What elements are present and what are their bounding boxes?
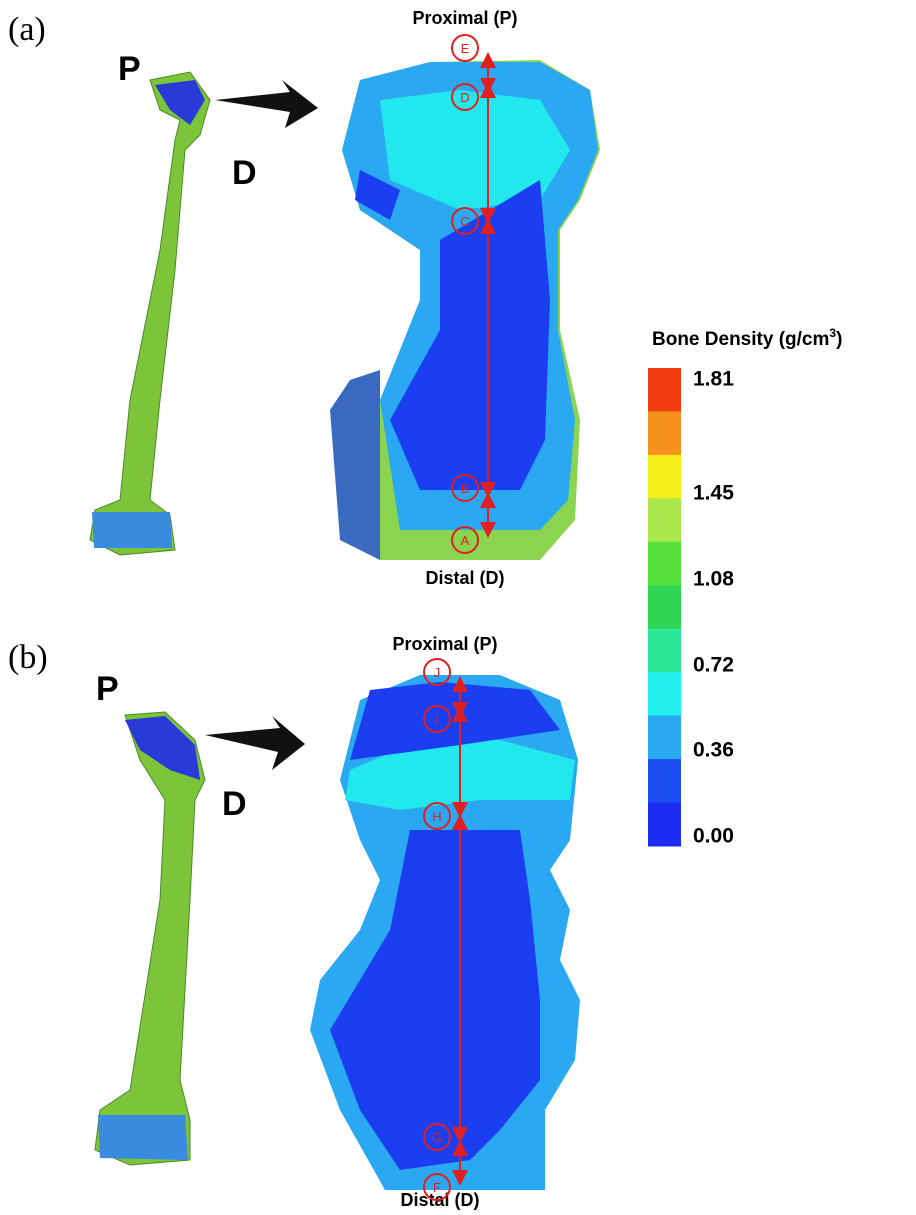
proximal-letter: P xyxy=(96,670,119,708)
colorbar-band xyxy=(648,629,681,673)
femur xyxy=(95,712,205,1165)
colorbar-tick-label: 1.08 xyxy=(693,568,734,591)
colorbar-tick-label: 0.72 xyxy=(693,654,734,677)
point-label: C xyxy=(460,214,469,229)
colorbar-tick-label: 0.36 xyxy=(693,739,734,762)
colorbar-tick-label: 0.00 xyxy=(693,825,734,848)
proximal-caption: Proximal (P) xyxy=(412,8,517,28)
proximal-letter: P xyxy=(118,50,141,88)
panel-label: (b) xyxy=(8,639,48,676)
point-label: I xyxy=(435,712,439,727)
colorbar-band xyxy=(648,672,681,716)
point-label: D xyxy=(460,90,469,105)
colorbar-tick-label: 1.45 xyxy=(693,482,734,505)
colorbar-band xyxy=(648,585,681,629)
point-label: J xyxy=(434,665,441,680)
colorbar-band xyxy=(648,759,681,803)
point-label: G xyxy=(432,1130,442,1145)
figure: (a) P D Proximal (P) Distal (D) (b) P D … xyxy=(0,0,916,1215)
colorbar-title: Bone Density (g/cm3) xyxy=(652,326,842,350)
colorbar-band xyxy=(648,498,681,542)
colorbar-band xyxy=(648,716,681,760)
colorbar-band xyxy=(648,803,681,847)
point-label: E xyxy=(461,41,470,56)
panel-label: (a) xyxy=(8,11,46,48)
distal-letter: D xyxy=(222,785,247,823)
distal-caption: Distal (D) xyxy=(425,568,504,588)
point-label: B xyxy=(461,481,470,496)
point-label: F xyxy=(433,1180,441,1195)
cross-section xyxy=(310,675,580,1190)
proximal-caption: Proximal (P) xyxy=(392,634,497,654)
arrow xyxy=(215,80,318,128)
point-label: H xyxy=(432,809,441,824)
point-label: A xyxy=(461,533,470,548)
arrow xyxy=(205,716,305,770)
distal-letter: D xyxy=(232,154,257,192)
colorbar xyxy=(648,368,681,847)
colorbar-band xyxy=(648,368,681,412)
colorbar-title-text: Bone Density (g/cm xyxy=(652,329,829,350)
colorbar-band xyxy=(648,455,681,499)
colorbar-title-end: ) xyxy=(836,329,842,350)
colorbar-band xyxy=(648,542,681,586)
colorbar-band xyxy=(648,411,681,455)
femur xyxy=(90,72,210,555)
colorbar-tick-label: 1.81 xyxy=(693,368,734,391)
